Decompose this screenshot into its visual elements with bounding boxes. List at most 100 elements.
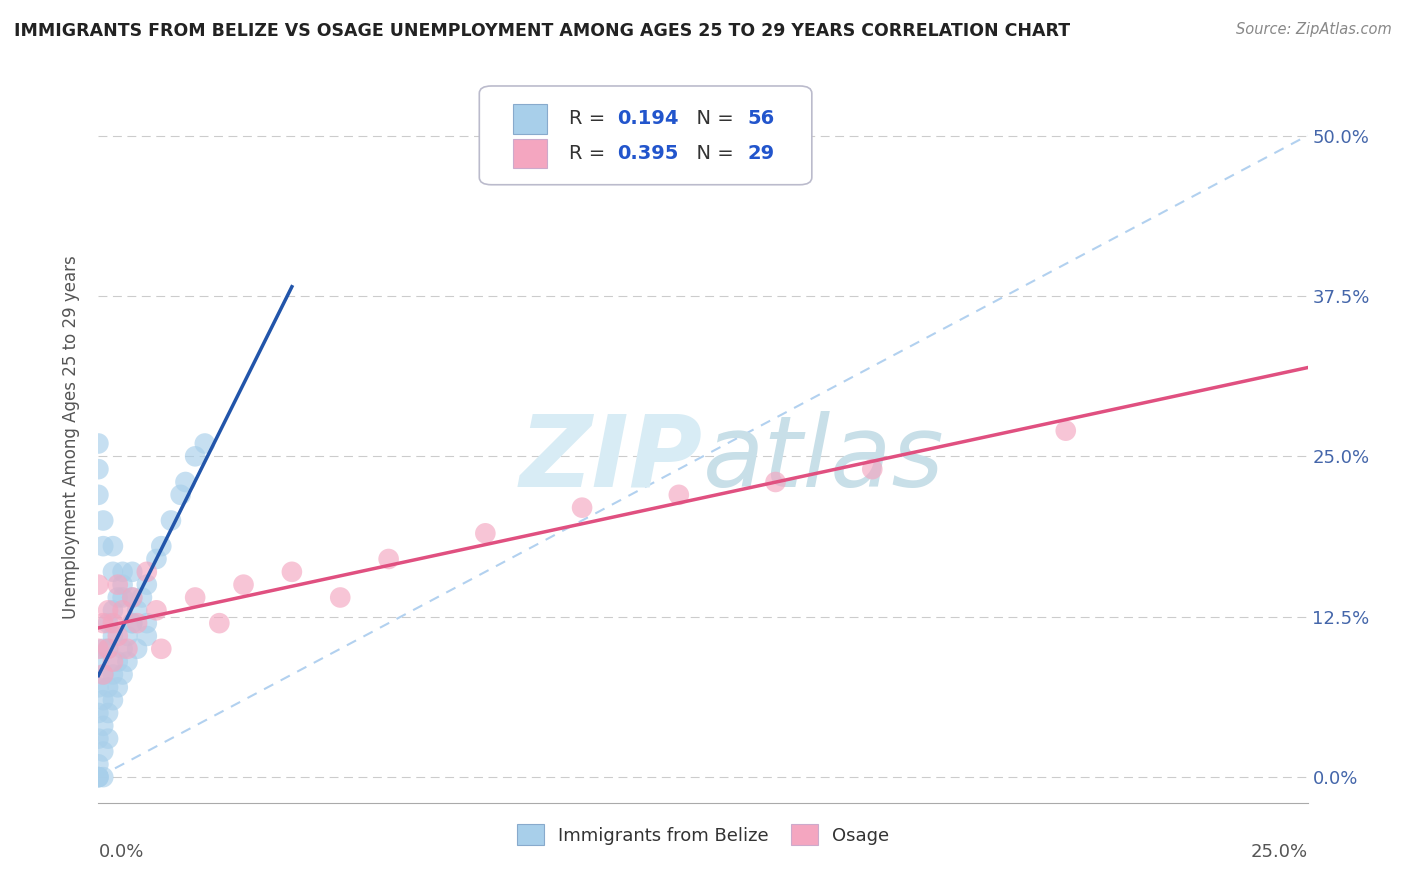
Point xyxy=(127,641,149,656)
Point xyxy=(208,616,231,631)
Point xyxy=(97,616,120,631)
Text: 56: 56 xyxy=(748,110,775,128)
Text: 0.194: 0.194 xyxy=(617,110,679,128)
Point xyxy=(127,603,149,617)
Text: N =: N = xyxy=(683,110,740,128)
Point xyxy=(150,641,173,656)
Point xyxy=(87,731,110,746)
Point xyxy=(91,539,114,553)
Point xyxy=(91,514,114,528)
Point xyxy=(91,770,114,784)
Point xyxy=(87,577,110,591)
Point xyxy=(145,552,167,566)
Point xyxy=(97,706,120,720)
Text: 0.395: 0.395 xyxy=(617,144,679,162)
Point xyxy=(107,591,129,605)
Point xyxy=(107,577,129,591)
Text: 25.0%: 25.0% xyxy=(1250,843,1308,861)
Point xyxy=(160,514,183,528)
Text: Source: ZipAtlas.com: Source: ZipAtlas.com xyxy=(1236,22,1392,37)
Point xyxy=(194,436,217,450)
Point xyxy=(97,641,120,656)
Point xyxy=(135,565,157,579)
Point xyxy=(281,565,304,579)
Point xyxy=(135,616,157,631)
FancyBboxPatch shape xyxy=(513,138,547,168)
Point xyxy=(1054,424,1077,438)
Text: IMMIGRANTS FROM BELIZE VS OSAGE UNEMPLOYMENT AMONG AGES 25 TO 29 YEARS CORRELATI: IMMIGRANTS FROM BELIZE VS OSAGE UNEMPLOY… xyxy=(14,22,1070,40)
Point xyxy=(111,591,134,605)
Point xyxy=(87,436,110,450)
Point xyxy=(135,577,157,591)
Point xyxy=(101,693,124,707)
Point xyxy=(91,744,114,758)
Point xyxy=(111,577,134,591)
Legend: Immigrants from Belize, Osage: Immigrants from Belize, Osage xyxy=(509,817,897,852)
Point xyxy=(174,475,197,489)
Point xyxy=(329,591,352,605)
Point xyxy=(184,450,207,464)
Point xyxy=(101,629,124,643)
Point xyxy=(184,591,207,605)
Point xyxy=(101,603,124,617)
Point xyxy=(117,629,139,643)
Point xyxy=(111,565,134,579)
Point xyxy=(97,681,120,695)
Point xyxy=(87,706,110,720)
Point xyxy=(91,616,114,631)
Point xyxy=(150,539,173,553)
Point xyxy=(135,629,157,643)
Point xyxy=(97,641,120,656)
Point xyxy=(474,526,496,541)
Point xyxy=(107,629,129,643)
Point xyxy=(107,681,129,695)
Point xyxy=(111,667,134,681)
Point xyxy=(97,603,120,617)
Point xyxy=(121,565,143,579)
Point xyxy=(131,591,153,605)
Point xyxy=(145,603,167,617)
Point xyxy=(107,655,129,669)
Point xyxy=(87,681,110,695)
Text: R =: R = xyxy=(569,144,612,162)
Point xyxy=(117,641,139,656)
Point xyxy=(101,655,124,669)
Point xyxy=(87,770,110,784)
Text: R =: R = xyxy=(569,110,612,128)
Point xyxy=(91,641,114,656)
Point xyxy=(87,462,110,476)
Point xyxy=(87,655,110,669)
Point xyxy=(121,616,143,631)
Point xyxy=(169,488,191,502)
Point xyxy=(87,488,110,502)
Point xyxy=(117,655,139,669)
Text: ZIP: ZIP xyxy=(520,410,703,508)
Text: 0.0%: 0.0% xyxy=(98,843,143,861)
FancyBboxPatch shape xyxy=(513,104,547,134)
Point xyxy=(121,616,143,631)
Point xyxy=(87,770,110,784)
Point xyxy=(121,591,143,605)
Point xyxy=(101,616,124,631)
Point xyxy=(668,488,690,502)
Point xyxy=(87,757,110,772)
Point xyxy=(91,667,114,681)
Point xyxy=(91,719,114,733)
Point xyxy=(127,616,149,631)
Point xyxy=(87,770,110,784)
Point xyxy=(101,539,124,553)
Text: 29: 29 xyxy=(748,144,775,162)
Text: atlas: atlas xyxy=(703,410,945,508)
Point xyxy=(91,667,114,681)
Point xyxy=(87,641,110,656)
Point xyxy=(91,693,114,707)
Point xyxy=(121,591,143,605)
Text: N =: N = xyxy=(683,144,740,162)
Point xyxy=(860,462,883,476)
FancyBboxPatch shape xyxy=(479,86,811,185)
Point xyxy=(97,731,120,746)
Point xyxy=(111,641,134,656)
Point xyxy=(101,667,124,681)
Point xyxy=(101,565,124,579)
Point xyxy=(377,552,399,566)
